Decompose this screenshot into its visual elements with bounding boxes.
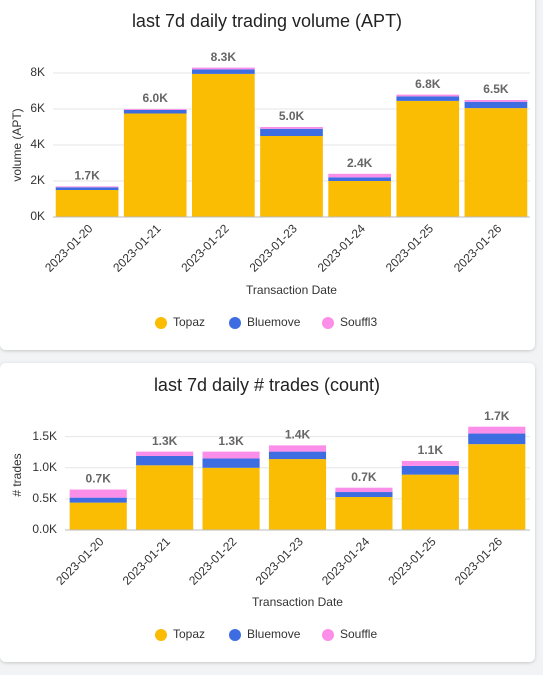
total-label: 1.7K: [484, 409, 510, 423]
bar-segment: [268, 451, 327, 460]
bar-segment: [464, 101, 528, 109]
bar-segment: [468, 433, 526, 445]
bar-segment: [69, 502, 127, 530]
bar-segment: [396, 96, 460, 101]
bar-segment: [328, 181, 391, 217]
legend-label: Topaz: [173, 315, 205, 329]
bar-segment: [396, 100, 460, 217]
bar-segment: [401, 465, 459, 475]
total-label: 6.0K: [143, 91, 169, 105]
y-tick-label: 4K: [30, 137, 45, 151]
bar-segment: [123, 109, 187, 114]
bar-segment: [123, 109, 187, 110]
y-tick-label: 8K: [30, 65, 45, 79]
bar-segment: [260, 128, 323, 136]
legend-swatch: [155, 629, 167, 641]
total-label: 0.7K: [351, 470, 377, 484]
bar-segment: [260, 136, 323, 217]
chart-title: last 7d daily trading volume (APT): [132, 11, 402, 31]
total-label: 0.7K: [86, 472, 112, 486]
bar-segment: [55, 187, 119, 190]
bar-segment: [464, 108, 528, 217]
bar-segment: [202, 451, 260, 459]
legend-swatch: [322, 629, 334, 641]
bar-segment: [468, 426, 526, 434]
y-tick-label: 6K: [30, 101, 45, 115]
legend-label: Souffl3: [340, 315, 377, 329]
bar-segment: [268, 459, 327, 530]
legend-label: Bluemove: [247, 315, 301, 329]
y-tick-label: 2K: [30, 173, 45, 187]
bar-segment: [401, 474, 459, 530]
legend-swatch: [322, 317, 334, 329]
total-label: 6.5K: [483, 82, 509, 96]
total-label: 1.4K: [285, 428, 311, 442]
total-label: 1.3K: [152, 434, 178, 448]
bar-segment: [192, 67, 255, 70]
bar-segment: [136, 455, 194, 466]
bar-segment: [328, 177, 391, 181]
total-label: 2.4K: [347, 156, 373, 170]
bar-segment: [468, 444, 526, 530]
total-label: 5.0K: [279, 109, 305, 123]
bar-segment: [335, 497, 393, 530]
total-label: 1.1K: [418, 443, 444, 457]
bar-segment: [69, 489, 127, 498]
bar-segment: [192, 73, 255, 218]
legend-swatch: [155, 317, 167, 329]
y-tick-label: 1.0K: [32, 460, 57, 474]
bar-segment: [136, 451, 194, 456]
legend-swatch: [229, 629, 241, 641]
y-axis-label: # trades: [10, 453, 24, 496]
bar-segment: [192, 69, 255, 74]
bar-segment: [335, 487, 393, 493]
y-tick-label: 0K: [30, 209, 45, 223]
bar-segment: [268, 445, 327, 452]
bar-segment: [123, 113, 187, 217]
card: [0, 363, 535, 662]
bar-segment: [202, 467, 260, 530]
legend-label: Topaz: [173, 627, 205, 641]
bar-segment: [335, 492, 393, 498]
legend-swatch: [229, 317, 241, 329]
bar-segment: [401, 460, 459, 466]
y-tick-label: 1.5K: [32, 429, 57, 443]
y-tick-label: 0.0K: [32, 522, 57, 536]
bar-segment: [328, 173, 391, 178]
total-label: 1.7K: [74, 169, 100, 183]
y-tick-label: 0.5K: [32, 491, 57, 505]
chart-title: last 7d daily # trades (count): [154, 375, 380, 395]
bar-segment: [69, 497, 127, 503]
total-label: 1.3K: [218, 434, 244, 448]
total-label: 8.3K: [211, 50, 237, 64]
y-axis-label: volume (APT): [10, 108, 24, 181]
bar-segment: [202, 458, 260, 468]
x-axis-label: Transaction Date: [252, 595, 343, 609]
x-axis-label: Transaction Date: [246, 283, 337, 297]
bar-segment: [55, 186, 119, 188]
bar-segment: [464, 100, 528, 102]
legend-label: Souffle: [340, 627, 377, 641]
total-label: 6.8K: [415, 77, 441, 91]
bar-segment: [55, 190, 119, 217]
bar-segment: [136, 465, 194, 530]
legend-label: Bluemove: [247, 627, 301, 641]
bar-segment: [260, 127, 323, 129]
bar-segment: [396, 94, 460, 97]
